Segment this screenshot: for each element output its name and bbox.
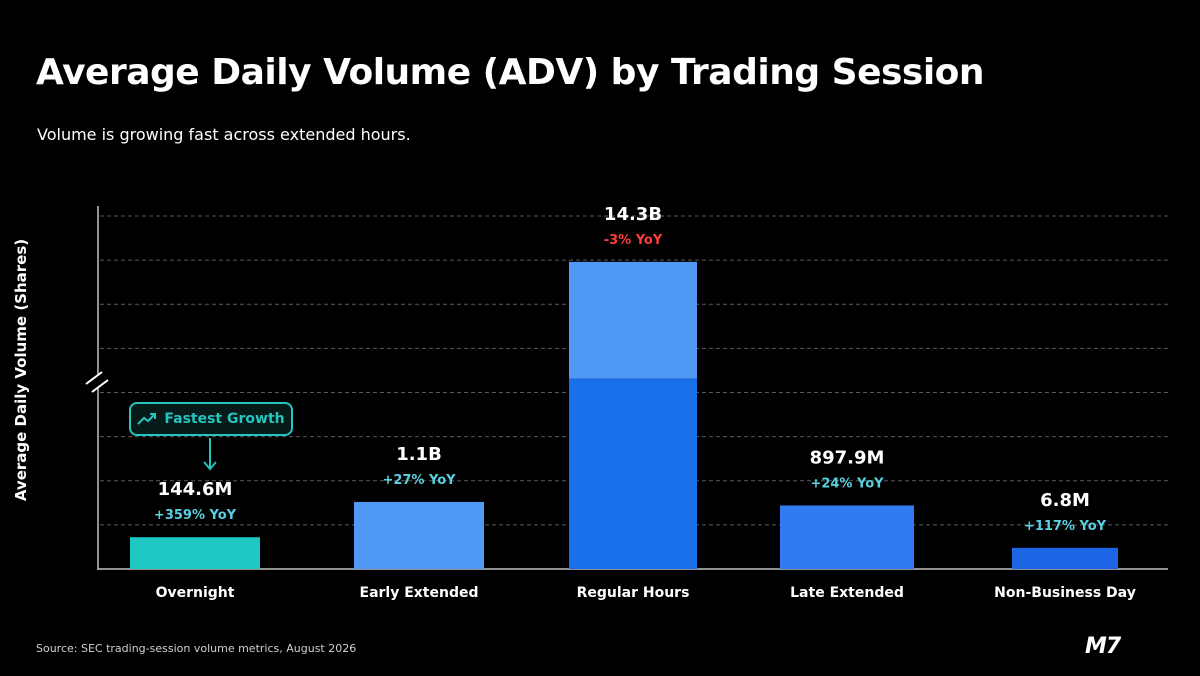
data-label-yoy: +359% YoY bbox=[154, 508, 237, 523]
bar-early-extended bbox=[354, 501, 484, 569]
x-tick-label: Non-Business Day bbox=[994, 585, 1136, 601]
bar-non-business-day bbox=[1012, 547, 1118, 569]
data-label-value: 897.9M bbox=[810, 447, 885, 468]
data-label-value: 14.3B bbox=[604, 204, 662, 225]
axis-break-mark bbox=[85, 371, 103, 385]
chart-subtitle: Volume is growing fast across extended h… bbox=[37, 125, 411, 144]
callout-label: Fastest Growth bbox=[164, 411, 285, 427]
chart-title: Average Daily Volume (ADV) by Trading Se… bbox=[36, 52, 985, 93]
data-label-value: 1.1B bbox=[396, 444, 442, 465]
bar-regular-hours-upper bbox=[569, 261, 697, 379]
x-tick-label: Late Extended bbox=[790, 585, 904, 601]
x-tick-label: Regular Hours bbox=[577, 585, 690, 601]
data-label-value: 6.8M bbox=[1040, 490, 1090, 511]
brand-logo: M7 bbox=[1085, 634, 1121, 659]
callout-arrow-icon bbox=[203, 438, 217, 471]
bar-late-extended bbox=[780, 505, 914, 569]
trending-up-icon bbox=[137, 413, 157, 425]
data-label-value: 144.6M bbox=[158, 479, 233, 500]
data-label-yoy: +117% YoY bbox=[1024, 519, 1107, 534]
bar-overnight bbox=[130, 537, 260, 569]
x-tick-label: Overnight bbox=[156, 585, 235, 601]
data-label-yoy: +27% YoY bbox=[382, 473, 456, 488]
data-label-yoy: -3% YoY bbox=[604, 233, 663, 248]
bar-regular-hours-lower bbox=[569, 378, 697, 569]
data-label-yoy: +24% YoY bbox=[810, 476, 884, 491]
axis-break-mark bbox=[91, 379, 109, 393]
source-note: Source: SEC trading-session volume metri… bbox=[36, 642, 357, 655]
fastest-growth-callout: Fastest Growth bbox=[129, 402, 293, 436]
x-tick-label: Early Extended bbox=[360, 585, 479, 601]
